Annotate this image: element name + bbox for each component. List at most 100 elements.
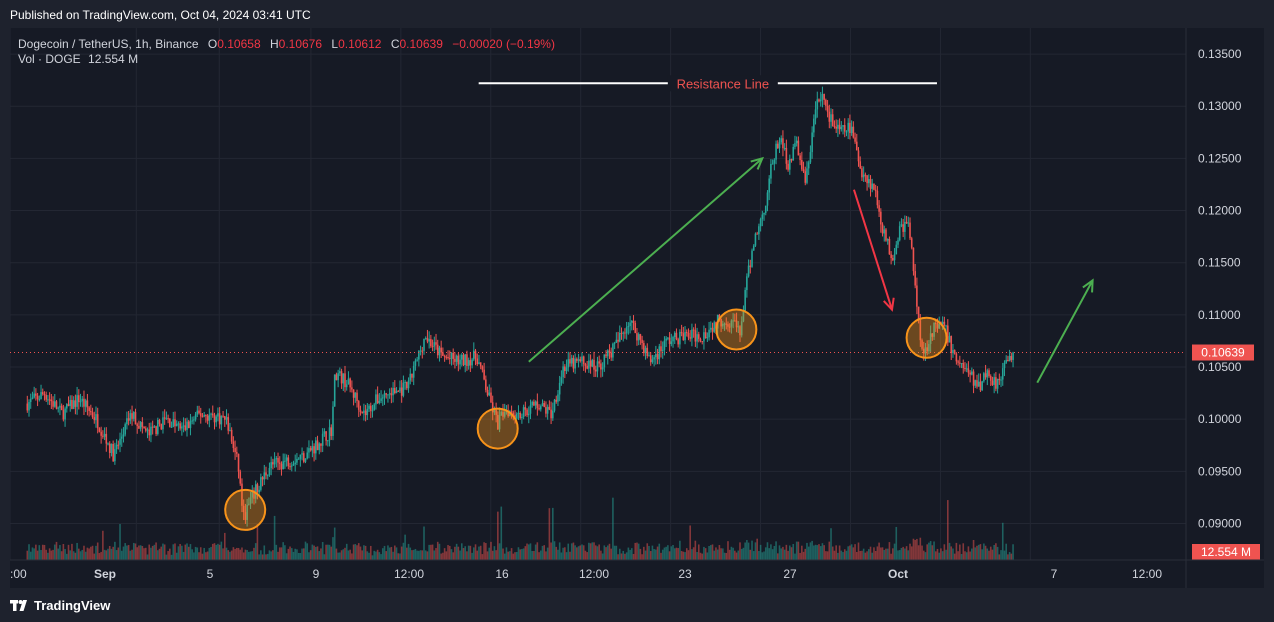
candle-body	[536, 401, 539, 409]
chart-panel[interactable]: Resistance Line 0.09000 0.09500 0.10000 0.10…	[10, 28, 1264, 588]
volume-bar	[751, 540, 753, 560]
candle-body	[351, 387, 353, 390]
candle-body	[469, 360, 472, 366]
candle-body	[892, 258, 894, 261]
volume-bar	[459, 550, 461, 560]
volume-bar	[139, 545, 142, 560]
candle-body	[663, 340, 666, 350]
volume-bar	[648, 545, 650, 560]
volume-bar	[665, 546, 667, 560]
candle-body	[102, 435, 104, 437]
volume-bar	[600, 550, 602, 560]
volume-bar	[466, 551, 468, 560]
volume-bar	[696, 552, 698, 560]
volume-bar	[878, 542, 880, 560]
candle-body	[998, 378, 1001, 381]
candle-body	[680, 331, 683, 334]
candle-body	[356, 392, 358, 402]
candle-body	[375, 394, 377, 405]
volume-bar	[615, 545, 618, 560]
candle-body	[606, 350, 609, 357]
candle-body	[830, 114, 832, 122]
volume-bar	[967, 546, 970, 560]
candle-body	[447, 357, 449, 359]
tradingview-logo[interactable]: TradingView	[10, 598, 110, 613]
price-tick-label: 0.10500	[1198, 360, 1242, 374]
candle-body	[510, 411, 513, 413]
low-value: 0.10612	[338, 37, 382, 51]
volume-bar	[108, 545, 111, 560]
volume-bar	[546, 547, 549, 560]
volume-bar	[440, 553, 442, 560]
candle-body	[59, 405, 61, 408]
volume-bar	[625, 552, 628, 560]
volume-bar	[890, 553, 892, 560]
price-chart[interactable]: Resistance Line 0.09000 0.09500 0.10000 0.10…	[10, 28, 1264, 588]
candle-body	[900, 224, 903, 227]
volume-bar	[825, 551, 827, 560]
candle-body	[120, 436, 123, 439]
candle-body	[387, 394, 389, 396]
volume-bar	[577, 546, 580, 560]
candle-body	[28, 402, 30, 411]
candle-body	[285, 457, 288, 461]
candle-body	[941, 321, 944, 325]
volume-bar	[452, 552, 454, 560]
volume-bar	[455, 543, 458, 560]
candle-body	[838, 124, 841, 130]
candle-body	[880, 211, 882, 225]
candle-body	[129, 413, 132, 421]
volume-bar	[909, 543, 911, 560]
volume-bar	[357, 543, 360, 560]
candle-body	[52, 401, 54, 407]
volume-bar	[248, 551, 250, 560]
candle-body	[196, 410, 199, 415]
candle-body	[272, 462, 274, 465]
candle-body	[421, 350, 424, 352]
candle-body	[703, 332, 705, 342]
candle-body	[613, 342, 616, 344]
candle-body	[440, 347, 442, 353]
volume-bar	[801, 545, 803, 560]
candle-body	[184, 425, 187, 430]
tradingview-brand: TradingView	[34, 598, 111, 613]
volume-bar	[964, 551, 966, 560]
candle-body	[79, 401, 82, 403]
candle-body	[704, 332, 707, 339]
volume-bar	[658, 543, 661, 560]
candle-body	[512, 412, 515, 415]
candle-body	[256, 484, 259, 493]
candle-body	[814, 109, 817, 119]
volume-bar	[442, 552, 444, 560]
volume-bar	[806, 542, 808, 560]
volume-bar	[596, 546, 599, 560]
candle-body	[539, 406, 542, 410]
volume-bar	[134, 543, 137, 560]
candle-body	[232, 441, 235, 449]
volume-bar	[706, 552, 709, 560]
volume-bar	[794, 553, 796, 560]
candle-body	[237, 453, 240, 472]
candle-body	[524, 407, 527, 410]
candle-body	[632, 320, 635, 324]
candle-body	[114, 449, 116, 462]
candle-body	[646, 347, 649, 357]
volume-bar	[309, 550, 312, 560]
volume-bar	[632, 553, 635, 560]
volume-bar	[553, 541, 556, 560]
candle-body	[558, 382, 561, 395]
candle-body	[297, 458, 300, 460]
volume-bar	[53, 544, 56, 560]
volume-bar	[744, 542, 746, 560]
candle-body	[141, 422, 144, 427]
candle-body	[1000, 379, 1002, 381]
candle-body	[529, 405, 532, 414]
volume-bar	[522, 548, 525, 560]
candle-body	[929, 333, 932, 344]
volume-bar	[462, 548, 465, 560]
volume-bar	[454, 546, 456, 560]
volume-bar	[613, 545, 616, 560]
candle-body	[497, 414, 499, 430]
candle-body	[157, 419, 159, 434]
candle-body	[904, 221, 906, 232]
